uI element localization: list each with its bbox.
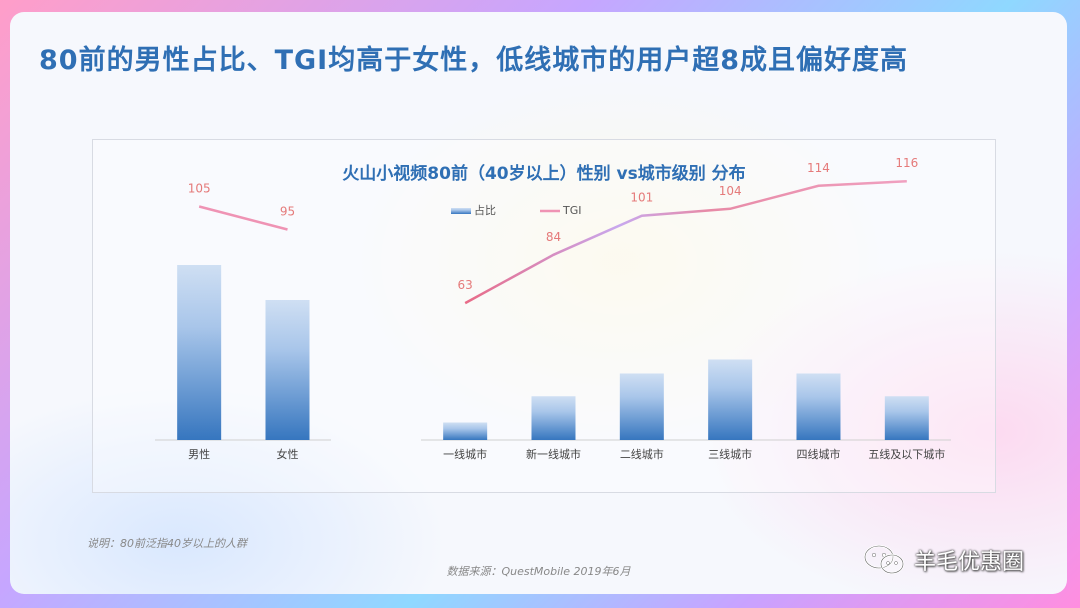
x-tick-label: 四线城市: [796, 447, 840, 461]
tgi-value-label: 63: [458, 278, 473, 292]
slide: 80前的男性占比、TGI均高于女性，低线城市的用户超8成且偏好度高 火山小视频8…: [10, 12, 1067, 594]
legend-swatch-share: [451, 208, 471, 214]
x-tick-label: 五线及以下城市: [868, 447, 945, 461]
legend: 占比 TGI: [451, 203, 582, 217]
x-tick-label: 三线城市: [708, 447, 752, 461]
watermark-text: 羊毛优惠圈: [914, 550, 1025, 575]
tgi-value-label: 116: [895, 156, 918, 170]
chart-panel: 火山小视频80前（40岁以上）性别 vs城市级别 分布 占比 TGI 105 95…: [92, 139, 996, 493]
tgi-value-label: 84: [546, 230, 561, 244]
watermark: 羊毛优惠圈: [862, 544, 1024, 576]
tgi-value-label: 105: [188, 182, 211, 196]
x-tick-labels: 男性 女性 一线城市 新一线城市 二线城市 三线城市 四线城市 五线及以下城市: [188, 447, 945, 461]
tgi-line-1: [464, 179, 907, 305]
tgi-value-label: 114: [807, 161, 830, 175]
bar-1-4: [796, 373, 841, 440]
x-tick-label: 男性: [188, 447, 210, 461]
bar-1-0: [443, 422, 488, 440]
tgi-line-series: [198, 179, 907, 305]
x-tick-label: 一线城市: [443, 447, 487, 461]
bar-0-0: [177, 265, 222, 440]
bar-1-1: [531, 396, 576, 440]
tgi-data-labels: 105 95 63 84 101 104 114 116: [188, 156, 919, 292]
wechat-icon: [863, 544, 905, 575]
bar-series: [177, 265, 929, 440]
x-tick-label: 二线城市: [620, 447, 664, 461]
tgi-value-label: 104: [719, 184, 742, 198]
bar-1-3: [708, 359, 753, 440]
chart-title: 火山小视频80前（40岁以上）性别 vs城市级别 分布: [342, 163, 745, 184]
page-title: 80前的男性占比、TGI均高于女性，低线城市的用户超8成且偏好度高: [39, 45, 908, 76]
legend-label-share: 占比: [474, 203, 496, 217]
x-tick-label: 新一线城市: [526, 447, 581, 461]
bar-0-1: [265, 300, 310, 440]
data-source: 数据来源：QuestMobile 2019年6月: [446, 565, 631, 578]
tgi-value-label: 101: [630, 191, 653, 205]
legend-label-tgi: TGI: [562, 204, 582, 217]
tgi-value-label: 95: [280, 205, 295, 219]
bar-1-5: [884, 396, 929, 440]
bar-1-2: [619, 373, 664, 440]
combo-chart: 火山小视频80前（40岁以上）性别 vs城市级别 分布 占比 TGI 105 95…: [155, 156, 951, 461]
x-tick-label: 女性: [276, 447, 298, 461]
footnote: 说明：80前泛指40岁以上的人群: [87, 537, 247, 550]
tgi-line-0: [198, 205, 288, 231]
